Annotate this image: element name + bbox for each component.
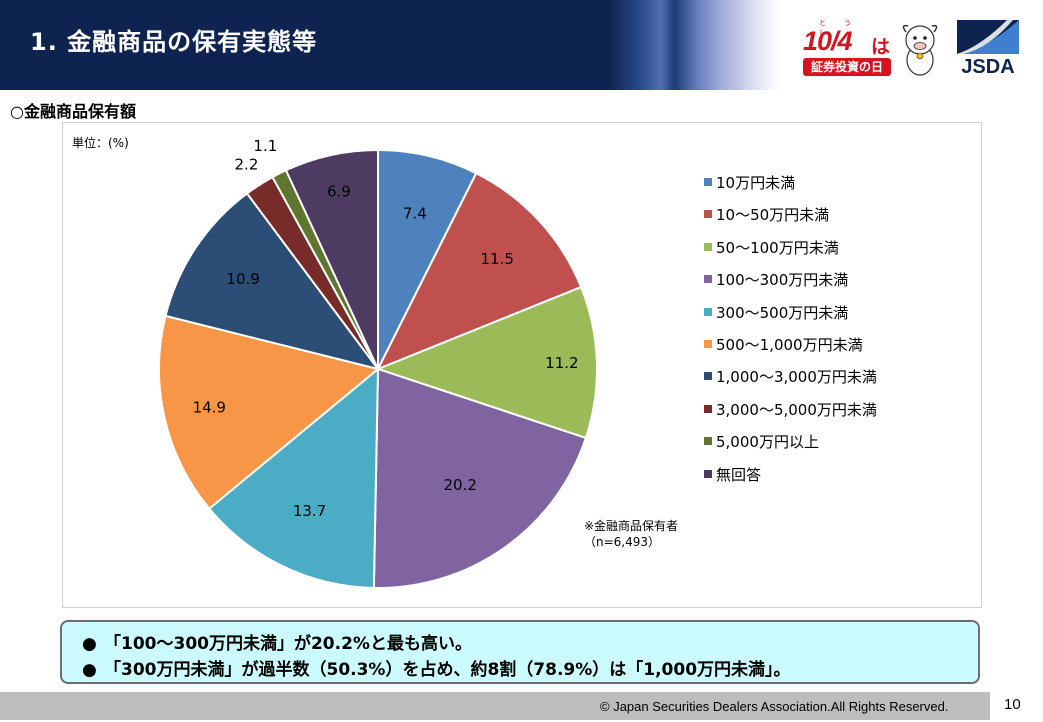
legend-swatch [704,372,712,381]
slide-title: 1. 金融商品の保有実態等 [30,28,318,56]
pie-slice [377,148,478,370]
legend-label: 100～300万円未満 [716,271,849,290]
title-banner: 1. 金融商品の保有実態等 とうし 10/4 は 証券投資の日 JSDA [0,0,1043,90]
slice-value-label: 13.7 [293,502,326,520]
slice-value-label: 2.2 [235,156,259,174]
legend-label: 1,000～3,000万円未満 [716,368,877,387]
bullet-icon: ● [82,634,97,654]
sample-note: ※金融商品保有者 （n=6,493） [584,519,679,549]
slice-value-label: 7.4 [403,204,427,222]
legend-swatch [704,340,712,348]
pie-slice [375,171,583,371]
legend-swatch [704,437,712,446]
pie-slice [207,366,380,589]
legend-label: 50～100万円未満 [716,238,839,257]
mascot-bull-icon [902,24,938,76]
slice-value-label: 20.2 [444,476,477,494]
page-number: 10 [1004,696,1021,713]
copyright: © Japan Securities Dealers Association.A… [600,699,949,714]
legend-label: 10万円未満 [716,174,796,192]
bullet-icon: ● [82,660,97,680]
legend-label: 5,000万円以上 [716,433,819,452]
slice-value-label: 6.9 [327,182,351,200]
section-heading: ○金融商品保有額 [10,102,136,121]
legend-swatch [704,178,712,186]
legend-swatch [704,210,712,219]
pie-slice [164,192,381,371]
legend-swatch [704,242,712,251]
legend-swatch [704,275,712,284]
footer-bar [0,692,990,720]
pie-slice [284,148,379,370]
banner-stripes [610,0,780,90]
slice-value-label: 1.1 [253,137,277,155]
legend-label: 500～1,000万円未満 [716,336,863,354]
summary-box: ● 「100～300万円未満」が20.2%と最も高い。 ● 「300万円未満」が過半… [60,620,980,684]
pie-slice [158,314,381,511]
jsda-logo: JSDA [955,20,1021,80]
legend-label: 3,000～5,000万円未満 [716,400,877,419]
summary-line-2: ● 「300万円未満」が過半数（50.3%）を占め、約8割（78.9%）は「1,0… [82,660,791,680]
legend-swatch [704,469,712,478]
jsda-mark-icon [957,20,1019,54]
legend-swatch [704,307,712,316]
summary-line-1: ● 「100～300万円未満」が20.2%と最も高い。 [82,634,472,654]
unit-label: 単位：(%) [72,136,129,150]
legend-swatch [704,404,712,413]
slice-value-label: 11.2 [545,354,578,372]
slice-value-label: 14.9 [193,398,226,416]
securities-investment-day-logo: とうし 10/4 は 証券投資の日 [803,19,891,76]
legend-label: 無回答 [716,465,762,484]
pie-slice [372,367,588,589]
slice-value-label: 11.5 [480,250,513,268]
pie-slice [375,285,598,440]
legend-label: 300～500万円未満 [716,303,849,322]
legend-label: 10～50万円未満 [716,206,830,225]
slice-value-label: 10.9 [226,270,259,288]
